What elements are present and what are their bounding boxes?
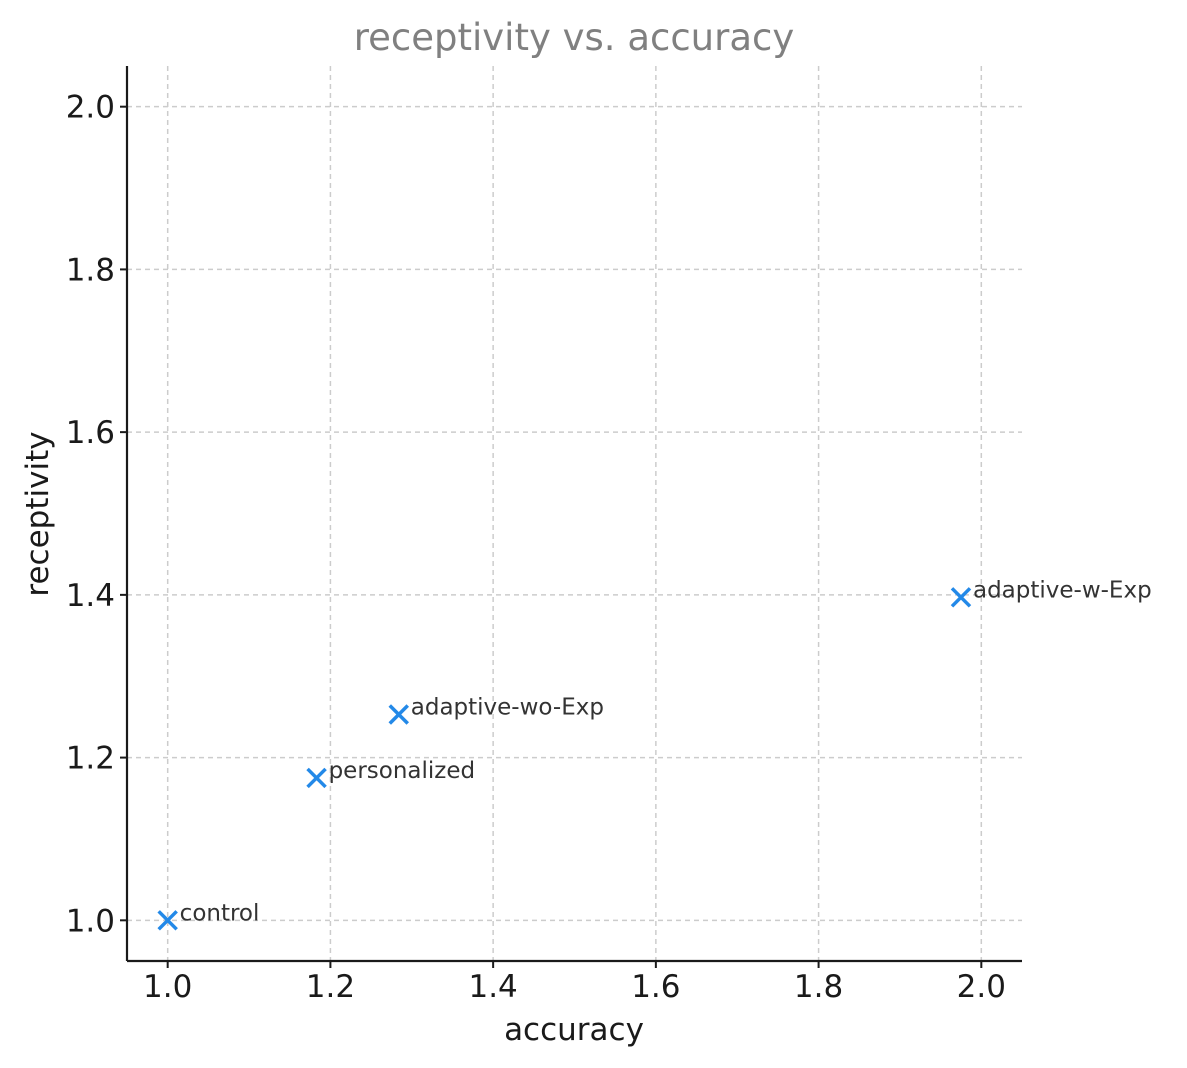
data-point: [157, 910, 178, 931]
point-labels: control personalized adaptive-wo-Exp adapti…: [180, 577, 1152, 926]
y-tick-label: 1.2: [66, 741, 115, 777]
data-point: [388, 704, 409, 725]
point-label: personalized: [329, 758, 476, 784]
data-point: [306, 767, 327, 789]
y-axis-label: receptivity: [20, 431, 56, 596]
point-label: adaptive-w-Exp: [973, 577, 1152, 603]
y-tick-label: 1.6: [66, 415, 115, 451]
tick-marks: [120, 105, 983, 968]
x-tick-label: 1.8: [794, 969, 843, 1005]
y-tick-label: 1.8: [66, 252, 115, 288]
x-tick-label: 1.2: [306, 969, 355, 1005]
x-tick-label: 1.4: [468, 969, 517, 1005]
x-axis-label: accuracy: [504, 1012, 644, 1048]
x-tick-label: 2.0: [957, 969, 1006, 1005]
point-label: adaptive-wo-Exp: [411, 694, 604, 720]
y-tick-label: 1.0: [66, 903, 115, 939]
data-point: [950, 587, 972, 608]
point-label: control: [180, 900, 260, 926]
axes: [125, 66, 1022, 963]
x-tick-label: 1.6: [631, 969, 680, 1005]
chart-title: receptivity vs. accuracy: [354, 16, 795, 59]
x-tick-label: 1.0: [143, 969, 192, 1005]
grid-lines: [127, 66, 1022, 961]
y-tick-label: 2.0: [66, 90, 115, 126]
data-points: [157, 587, 972, 931]
tick-labels: 1.0 1.2 1.4 1.6 1.8 2.0 1.0 1.2 1.4 1.6 1.8 2.0: [66, 90, 1006, 1005]
y-tick-label: 1.4: [66, 578, 115, 614]
